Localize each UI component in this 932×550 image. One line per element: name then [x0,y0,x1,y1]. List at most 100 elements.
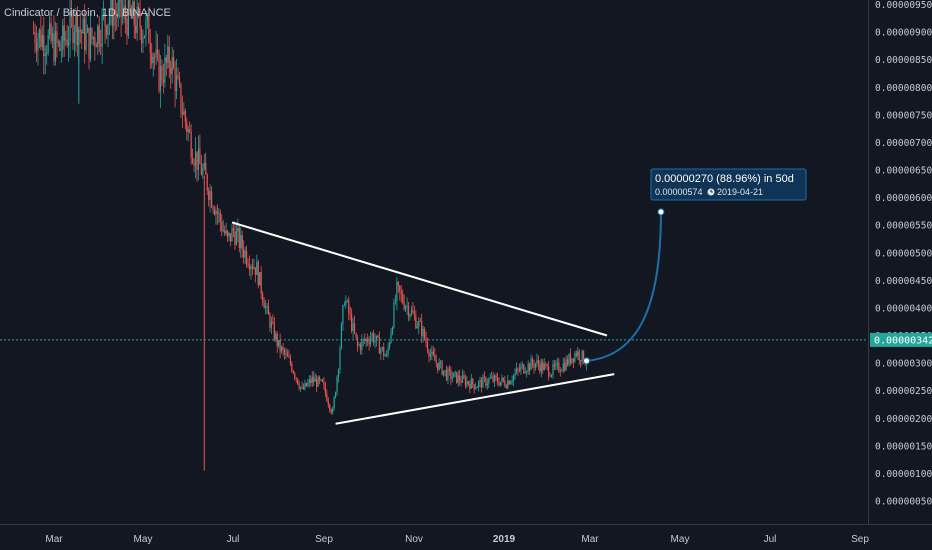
candle [184,108,186,130]
candle [561,368,563,372]
candle [37,32,39,66]
candle [221,214,223,237]
candle [151,42,153,69]
candle [435,354,437,368]
candle [378,331,380,354]
candle [107,23,109,48]
candle [524,367,526,374]
candle [542,359,544,375]
candle [531,356,534,369]
candle [73,24,76,57]
candle [263,297,265,309]
candle [152,52,154,77]
candle [388,340,391,351]
candle [254,267,256,283]
candle [575,350,577,358]
candle [499,381,502,387]
candle [130,5,132,19]
candle [227,229,229,242]
candle [472,377,474,388]
candle [329,403,331,413]
candle [148,7,150,44]
candle [229,233,232,247]
candle [65,30,67,46]
candle [340,322,343,350]
candle [337,368,340,383]
candle [539,359,541,375]
upper-trendline[interactable] [231,221,608,337]
price-tick-label: 0.00000400 [875,303,932,314]
candle [174,61,176,108]
candle [298,380,300,391]
price-tick-label: 0.00000150 [875,441,932,452]
candle [105,24,108,39]
candle [372,329,375,346]
candle [278,339,280,349]
candle [512,374,515,387]
candle [558,358,560,373]
candle [441,360,443,376]
candle [390,328,392,344]
candle [356,334,359,352]
trendlines-layer[interactable] [231,221,615,425]
time-axis-panel[interactable] [0,524,932,550]
candle [177,67,179,80]
candle [405,304,407,312]
candle [59,40,61,52]
candle [394,294,397,305]
candle [282,342,284,356]
candle [540,358,542,378]
time-tick-label: 2019 [493,534,516,545]
candle [186,117,188,141]
candle [149,28,151,70]
candle [574,350,576,364]
candle [146,12,148,29]
candle [553,360,556,371]
projection-start-point[interactable] [583,357,591,365]
candle [257,259,259,289]
candle [232,222,235,238]
price-range-annotation[interactable]: 0.00000270 (88.96%) in 50d 0.00000574 20… [650,168,807,201]
candle [380,347,382,361]
candle [442,370,445,377]
candle [82,13,84,34]
candle [549,372,551,378]
price-tick-label: 0.00000050 [875,497,932,508]
candle [234,221,236,250]
price-tick-label: 0.00000100 [875,469,932,480]
projection-curve[interactable] [586,211,662,362]
candle [154,52,156,70]
projection-layer[interactable] [583,208,665,365]
price-tick-label: 0.00000850 [875,55,932,66]
lower-trendline[interactable] [335,373,615,425]
candle [463,370,465,380]
candle [56,23,58,58]
projection-end-point[interactable] [657,208,665,216]
candle [43,16,45,75]
candle [47,29,49,56]
candle [205,152,207,175]
candle [178,71,181,88]
candle [103,0,105,21]
candle [520,362,522,375]
candle [355,332,357,340]
candle [412,301,414,314]
candle [365,337,367,348]
candle [444,369,446,377]
candle [60,36,62,63]
price-axis-panel[interactable] [868,0,932,524]
candle [85,15,87,55]
candle [35,26,38,62]
candle [247,258,249,269]
candle [84,4,86,64]
candle [425,331,427,348]
candle [317,375,319,388]
candle [370,331,372,347]
candle [113,0,115,40]
candle [504,375,506,388]
candle [333,395,335,411]
candle [530,354,532,371]
price-tick-label: 0.00000450 [875,276,932,287]
candle [367,333,369,346]
